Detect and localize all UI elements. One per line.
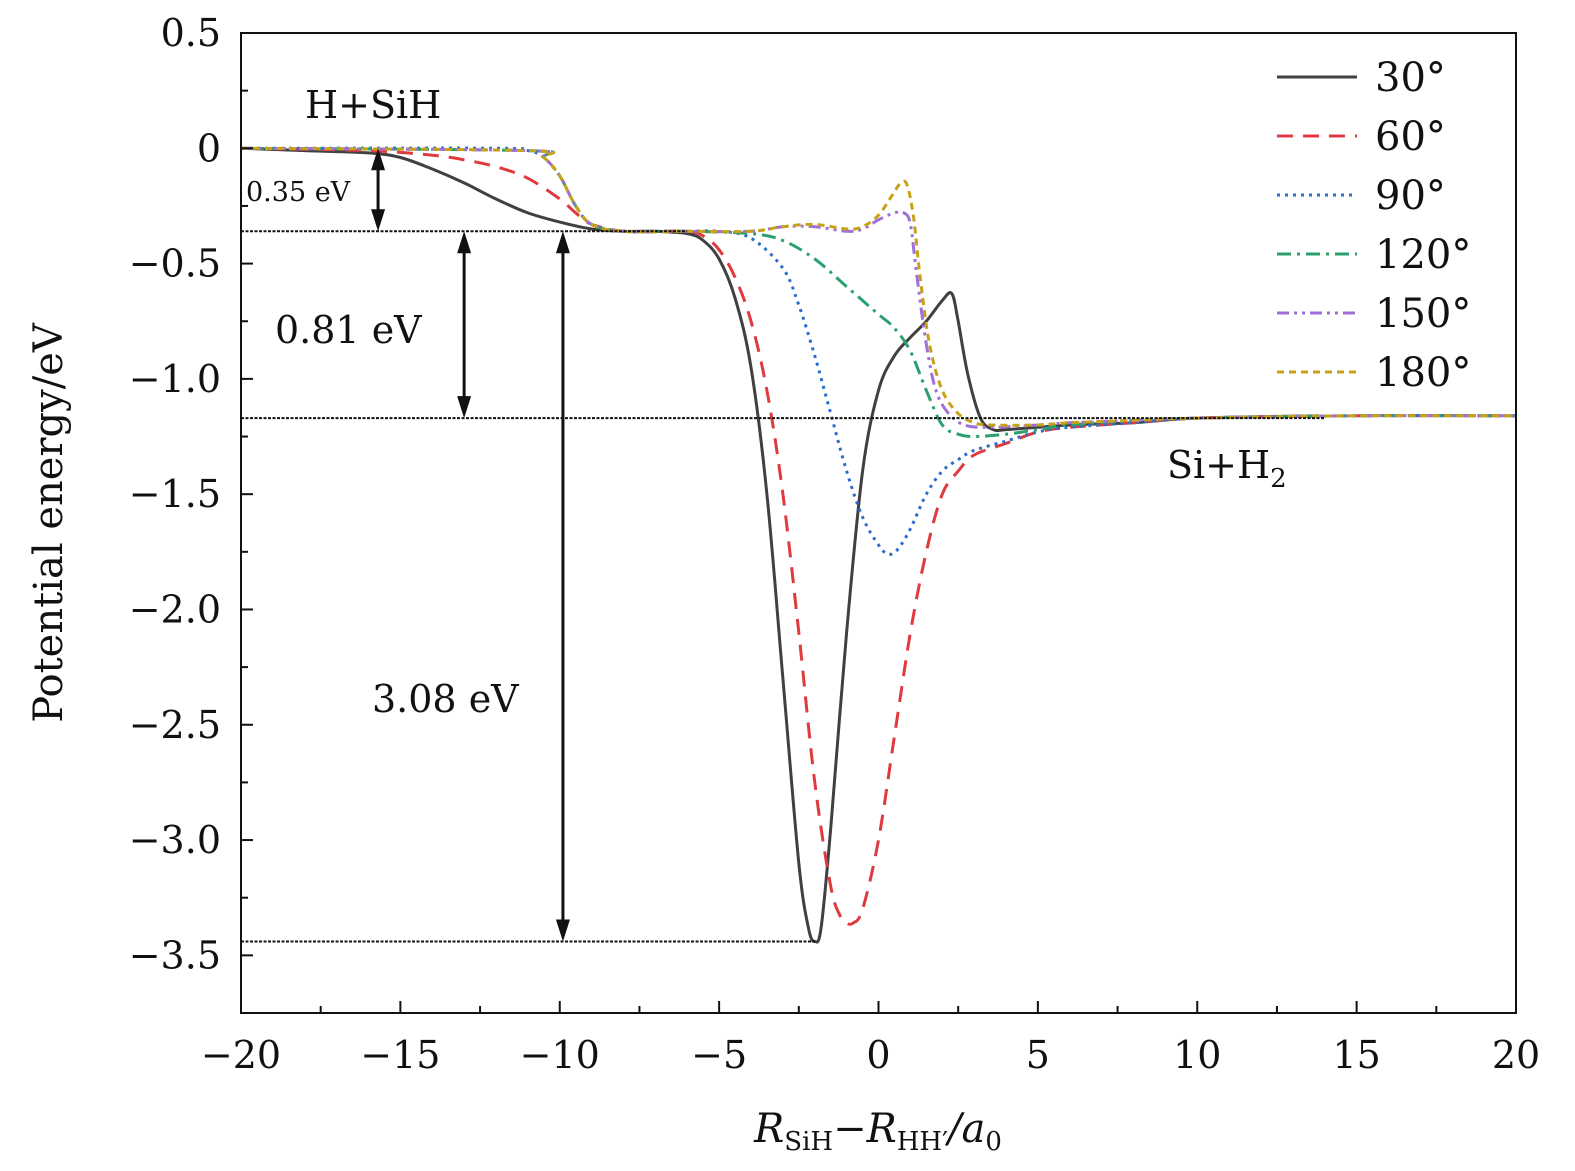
x-axis-title: RSiH−RHH′/a0 [753,1106,1002,1157]
series-line-120deg [240,146,1517,438]
energy-label-0.35: 0.35 eV [246,177,351,208]
series-line-90deg [240,146,1517,556]
legend-item-90deg: 90° [1277,173,1446,219]
energy-arrow-1 [457,231,472,419]
series-line-30deg [240,146,1319,944]
legend-label: 60° [1375,114,1446,160]
legend-label: 30° [1375,55,1446,101]
legend-label: 180° [1375,350,1471,396]
product-label: Si+H2 [1167,443,1287,494]
curve-layer [240,146,1517,944]
product-label-sub: 2 [1270,464,1287,494]
energy-arrow-2 [555,231,570,942]
energy-arrow-0 [371,148,386,232]
legend-item-180deg: 180° [1277,350,1471,396]
energy-label-0.81: 0.81 eV [275,308,422,352]
legend-item-150deg: 150° [1277,291,1471,337]
x-tick-label: 15 [1332,1033,1380,1077]
legend-item-60deg: 60° [1277,114,1446,160]
series-line-150deg [240,146,1517,429]
legend-item-120deg: 120° [1277,232,1471,278]
energy-label-3.08: 3.08 eV [372,677,519,721]
y-tick-label: −0.5 [129,242,221,286]
energy-arrows [371,148,570,942]
y-tick-label: −3.0 [129,818,221,862]
legend-label: 150° [1375,291,1471,337]
y-tick-label: −2.5 [129,703,221,747]
y-tick-label: −3.5 [129,933,221,977]
reactant-label: H+SiH [305,83,441,127]
plot-frame [240,32,1517,1014]
x-tick-label: −20 [201,1033,281,1077]
legend-label: 120° [1375,232,1471,278]
series-line-180deg [240,146,1517,427]
series-line-60deg [240,146,1517,926]
y-tick-label: 0 [197,126,221,170]
x-tick-label: 5 [1026,1033,1050,1077]
y-tick-label: −1.0 [129,357,221,401]
axis-ticks: −20 −15 −10 −5 0 5 10 15 20 0.5 0 −0.5 −1.0 −1.5 −2.0 −… [129,11,1540,1077]
x-tick-label: −10 [520,1033,600,1077]
x-tick-label: −15 [360,1033,440,1077]
x-tick-label: 20 [1492,1033,1540,1077]
legend: 30° 60° 90° 120° 150° 180° [1277,55,1471,396]
y-axis-title: Potential energy/eV [26,322,72,723]
x-tick-label: −5 [691,1033,747,1077]
y-tick-label: 0.5 [161,11,221,55]
x-tick-label: 10 [1173,1033,1221,1077]
y-tick-label: −1.5 [129,472,221,516]
x-tick-label: 0 [866,1033,890,1077]
legend-item-30deg: 30° [1277,55,1446,101]
product-label-main: Si+H [1167,443,1270,487]
legend-label: 90° [1375,173,1446,219]
y-tick-label: −2.0 [129,587,221,631]
